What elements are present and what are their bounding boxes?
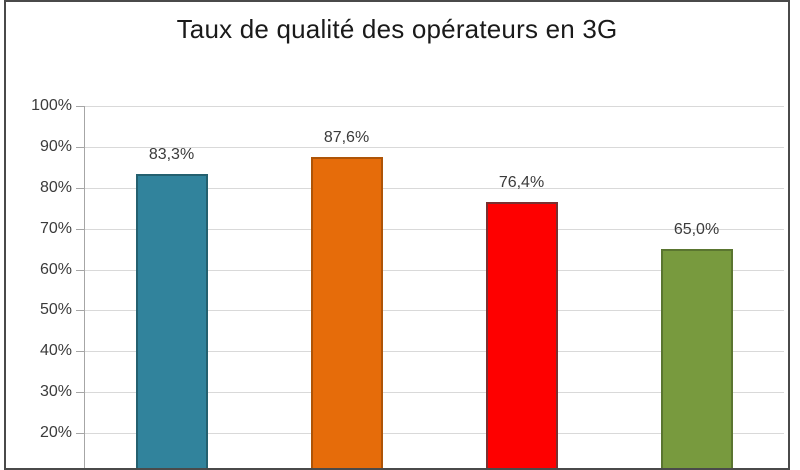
bar-3	[485, 202, 558, 468]
gridline-20%	[85, 433, 784, 434]
y-tick-label: 20%	[39, 424, 72, 441]
y-tick-mark	[76, 146, 84, 148]
bar-value-label-2: 87,6%	[323, 128, 370, 146]
y-tick-mark	[76, 433, 84, 434]
gridline-50%	[85, 310, 784, 312]
y-tick-mark	[76, 392, 84, 394]
y-tick-label: 50%	[39, 301, 72, 319]
gridline-100%	[85, 106, 784, 107]
chart-frame: Taux de qualité des opérateurs en 3G 100…	[4, 0, 790, 470]
gridline-60%	[85, 269, 784, 271]
gridline-90%	[85, 146, 784, 148]
bar-1	[135, 174, 208, 468]
y-tick-label: 100%	[31, 97, 72, 114]
y-tick-label: 30%	[39, 383, 72, 401]
y-tick-mark	[76, 187, 84, 189]
y-tick-mark	[76, 269, 84, 271]
chart-title: Taux de qualité des opérateurs en 3G	[176, 14, 618, 44]
bar-value-label-3: 76,4%	[498, 174, 545, 192]
y-tick-label: 90%	[39, 137, 72, 155]
y-tick-label: 60%	[39, 260, 72, 278]
y-tick-mark	[76, 351, 84, 353]
y-tick-mark	[76, 228, 84, 230]
y-tick-label: 80%	[39, 178, 72, 196]
gridline-70%	[85, 228, 784, 230]
y-tick-mark	[76, 106, 84, 107]
y-axis-line	[84, 106, 85, 468]
bar-4	[660, 249, 733, 468]
y-tick-label: 70%	[39, 219, 72, 237]
gridline-30%	[85, 392, 784, 394]
bar-value-label-4: 65,0%	[673, 221, 720, 239]
plot-area: 100% 90% 80% 70% 60% 50% 40% 30% 20% 83,3% 87,6% 76…	[31, 97, 784, 468]
y-tick-label: 40%	[39, 342, 72, 360]
gridline-40%	[85, 351, 784, 353]
gridline-80%	[85, 187, 784, 189]
bar-value-label-1: 83,3%	[148, 146, 195, 164]
bar-2	[310, 156, 383, 468]
y-tick-mark	[76, 310, 84, 312]
